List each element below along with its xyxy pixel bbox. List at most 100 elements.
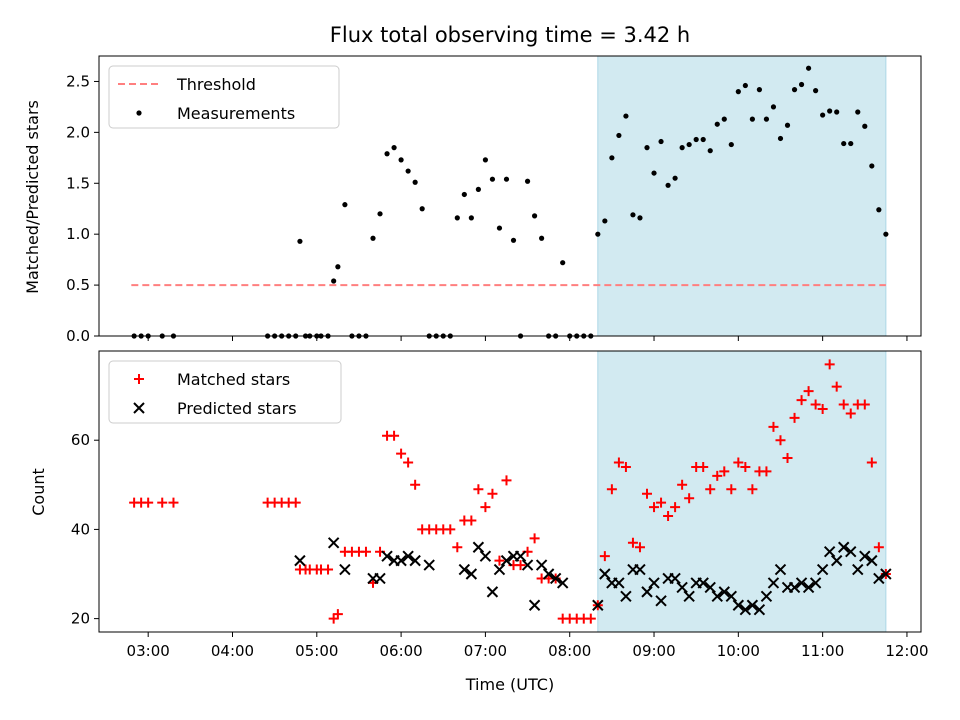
measurement-point	[637, 215, 643, 221]
measurement-point	[763, 116, 770, 122]
matched-star-point	[761, 466, 772, 477]
measurement-point	[503, 176, 510, 182]
predicted-star-point	[648, 577, 660, 589]
matched-star-point	[859, 399, 870, 410]
measurement-point	[770, 104, 777, 110]
measurement-point	[595, 231, 601, 237]
matched-star-point	[620, 461, 631, 472]
matched-star-point	[845, 408, 856, 419]
matched-star-point	[501, 475, 512, 486]
measurement-point	[331, 278, 337, 284]
predicted-star-point	[479, 550, 492, 562]
matched-star-point	[599, 551, 610, 562]
predicted-star-point	[374, 572, 386, 585]
matched-star-point	[649, 502, 660, 513]
matched-star-point	[642, 488, 652, 499]
predicted-star-point	[486, 586, 499, 598]
predicted-star-point	[556, 577, 569, 589]
predicted-star-point	[514, 550, 527, 562]
top-highlight-span	[597, 55, 887, 337]
measurement-point	[412, 179, 418, 185]
x-tick-label: 12:00	[885, 642, 928, 660]
legend-label: Measurements	[177, 104, 295, 123]
matched-star-point	[789, 412, 800, 423]
matched-star-point	[466, 515, 477, 526]
matched-star-point	[677, 479, 688, 490]
predicted-star-point	[549, 572, 562, 585]
measurement-point	[855, 109, 861, 115]
predicted-star-point	[838, 541, 850, 553]
measurement-point	[721, 116, 727, 122]
measurement-point	[827, 108, 833, 114]
predicted-star-point	[493, 563, 506, 576]
matched-star-point	[323, 564, 334, 575]
predicted-star-point	[845, 546, 857, 558]
predicted-star-point	[423, 559, 435, 571]
matched-star-point	[290, 497, 301, 508]
predicted-star-point	[327, 537, 340, 549]
measurement-point	[510, 237, 517, 243]
bottom-y-axis-label: Count	[29, 468, 48, 516]
predicted-star-point	[500, 554, 513, 567]
predicted-star-point	[472, 541, 485, 553]
measurement-point	[876, 207, 882, 213]
predicted-star-point	[873, 572, 885, 585]
matched-star-point	[782, 453, 793, 464]
predicted-star-point	[725, 590, 738, 603]
predicted-star-point	[676, 581, 688, 594]
measurement-point	[777, 135, 784, 142]
predicted-star-point	[809, 577, 822, 589]
predicted-star-point	[634, 563, 646, 576]
measurement-point	[679, 145, 685, 151]
predicted-star-point	[718, 586, 730, 598]
matched-star-point	[712, 470, 723, 481]
x-tick-label: 08:00	[548, 642, 591, 660]
predicted-star-point	[620, 590, 632, 603]
top-panel: 0.0 0.5 1.0 1.5 2.0 2.5 Threshold Measurements	[66, 55, 922, 345]
predicted-star-point	[704, 581, 716, 594]
measurement-point	[798, 81, 805, 88]
matched-star-point	[606, 484, 617, 495]
matched-star-point	[480, 502, 491, 513]
predicted-star-point	[795, 577, 808, 589]
predicted-star-point	[823, 546, 836, 558]
measurement-point	[672, 175, 678, 181]
measurement-point	[384, 151, 390, 157]
predicted-star-point	[788, 581, 801, 594]
predicted-star-point	[381, 550, 393, 562]
predicted-star-point	[697, 577, 709, 589]
matched-star-point	[684, 493, 695, 504]
top-legend: Threshold Measurements	[108, 65, 340, 129]
matched-star-point	[803, 386, 814, 397]
top-y-tick-label: 2.0	[66, 123, 90, 141]
bottom-y-tick-label: 60	[71, 431, 90, 449]
predicted-star-point	[859, 550, 871, 562]
measurement-point	[419, 206, 425, 212]
bottom-plot-frame	[98, 350, 922, 633]
measurement-point	[335, 264, 341, 270]
predicted-star-point	[535, 559, 548, 571]
matched-star-point	[663, 511, 674, 522]
measurement-point	[489, 176, 496, 182]
matched-star-point	[838, 399, 849, 410]
measurement-point	[461, 191, 467, 198]
measurement-point	[756, 87, 763, 93]
matched-star-point	[396, 448, 407, 459]
predicted-star-point	[641, 586, 653, 598]
top-y-tick-label: 0.0	[66, 327, 90, 345]
legend-measurement-swatch	[136, 110, 142, 116]
bottom-highlight-span	[597, 350, 887, 633]
measurement-point	[468, 215, 474, 221]
measurement-point	[869, 163, 875, 169]
matched-star-point	[613, 457, 624, 468]
predicted-star-point	[465, 568, 478, 580]
matched-star-point	[817, 403, 828, 414]
measurement-point	[496, 225, 503, 231]
top-legend-box	[108, 65, 340, 129]
measurement-point	[658, 138, 664, 145]
measurement-point	[524, 178, 531, 184]
measurement-point	[714, 121, 720, 127]
figure-title: Flux total observing time = 3.42 h	[330, 23, 690, 47]
predicted-star-point	[669, 572, 681, 585]
predicted-star-point	[852, 563, 864, 576]
